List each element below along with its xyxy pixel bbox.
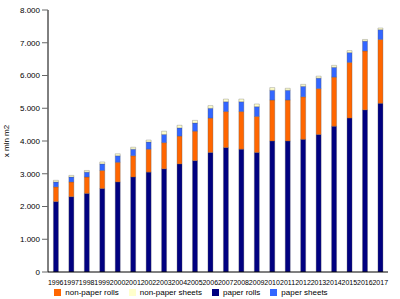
- svg-text:8.000: 8.000: [20, 6, 41, 15]
- svg-text:5.000: 5.000: [20, 104, 41, 113]
- svg-text:2013: 2013: [311, 279, 327, 286]
- svg-text:3.000: 3.000: [20, 170, 41, 179]
- svg-text:2.000: 2.000: [20, 202, 41, 211]
- svg-text:1999: 1999: [94, 279, 110, 286]
- html-text:paper sheets: paper sheets: [281, 288, 328, 297]
- svg-text:2003: 2003: [156, 279, 172, 286]
- svg-text:2012: 2012: [295, 279, 311, 286]
- html-text:non-paper rolls: non-paper rolls: [65, 288, 119, 297]
- html-text:non-paper sheets: non-paper sheets: [139, 288, 202, 297]
- svg-text:1997: 1997: [63, 279, 79, 286]
- svg-text:2008: 2008: [233, 279, 249, 286]
- svg-text:x mln m2: x mln m2: [8, 124, 11, 157]
- svg-text:1998: 1998: [79, 279, 95, 286]
- svg-text:2004: 2004: [172, 279, 188, 286]
- svg-text:2011: 2011: [280, 279, 295, 286]
- svg-text:4.000: 4.000: [20, 137, 41, 146]
- svg-text:2007: 2007: [218, 279, 234, 286]
- svg-text:2005: 2005: [187, 279, 203, 286]
- svg-text:1.000: 1.000: [20, 235, 41, 244]
- svg-text:2010: 2010: [264, 279, 280, 286]
- svg-text:2017: 2017: [372, 279, 388, 286]
- svg-text:2001: 2001: [125, 279, 141, 286]
- svg-text:2006: 2006: [202, 279, 218, 286]
- svg-text:2009: 2009: [249, 279, 265, 286]
- svg-text:1996: 1996: [48, 279, 64, 286]
- svg-text:6.000: 6.000: [20, 71, 41, 80]
- svg-text:7.000: 7.000: [20, 39, 41, 48]
- svg-text:2014: 2014: [326, 279, 342, 286]
- svg-text:2002: 2002: [141, 279, 157, 286]
- svg-text:2016: 2016: [357, 279, 373, 286]
- svg-text:2000: 2000: [110, 279, 126, 286]
- svg-text:0: 0: [36, 268, 41, 277]
- svg-text:2015: 2015: [342, 279, 358, 286]
- html-text:paper rolls: paper rolls: [223, 288, 261, 297]
